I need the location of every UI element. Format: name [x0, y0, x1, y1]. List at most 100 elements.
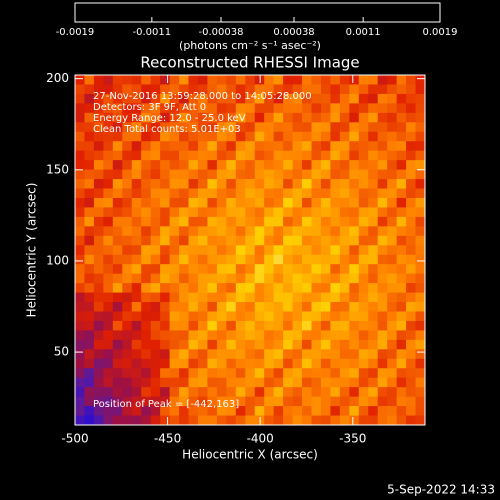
image-pixel	[93, 197, 104, 208]
image-pixel	[349, 292, 360, 303]
image-pixel	[245, 283, 256, 294]
image-pixel	[150, 283, 161, 294]
image-pixel	[387, 75, 398, 85]
image-pixel	[330, 131, 341, 142]
image-pixel	[122, 368, 133, 379]
image-pixel	[216, 122, 227, 133]
image-pixel	[339, 207, 350, 218]
image-pixel	[207, 207, 218, 218]
image-pixel	[84, 415, 95, 426]
image-pixel	[169, 150, 180, 161]
image-pixel	[349, 283, 360, 294]
image-pixel	[254, 264, 265, 275]
image-pixel	[103, 160, 114, 171]
image-pixel	[84, 377, 95, 388]
image-pixel	[283, 311, 294, 322]
image-pixel	[349, 358, 360, 369]
image-pixel	[93, 292, 104, 303]
image-pixel	[235, 292, 246, 303]
image-pixel	[169, 112, 180, 123]
image-pixel	[245, 349, 256, 360]
image-pixel	[169, 273, 180, 284]
image-pixel	[311, 216, 322, 227]
image-pixel	[93, 283, 104, 294]
image-pixel	[264, 207, 275, 218]
image-pixel	[292, 179, 303, 190]
image-pixel	[103, 377, 114, 388]
image-pixel	[103, 150, 114, 161]
image-pixel	[235, 131, 246, 142]
image-pixel	[235, 75, 246, 85]
image-pixel	[84, 216, 95, 227]
image-pixel	[216, 112, 227, 123]
image-pixel	[226, 302, 237, 312]
image-pixel	[406, 292, 417, 303]
image-pixel	[93, 311, 104, 322]
image-pixel	[396, 339, 407, 350]
image-pixel	[264, 415, 275, 426]
image-pixel	[150, 415, 161, 426]
image-pixel	[311, 93, 322, 104]
image-pixel	[141, 226, 152, 237]
image-pixel	[330, 387, 341, 398]
image-pixel	[207, 254, 218, 265]
image-pixel	[179, 358, 190, 369]
image-pixel	[245, 330, 256, 341]
image-pixel	[188, 216, 199, 227]
image-pixel	[245, 245, 256, 256]
image-pixel	[330, 349, 341, 360]
image-pixel	[197, 320, 208, 331]
image-pixel	[396, 122, 407, 133]
image-pixel	[330, 358, 341, 369]
image-pixel	[264, 131, 275, 142]
image-pixel	[197, 264, 208, 275]
image-pixel	[339, 396, 350, 407]
image-pixel	[131, 406, 142, 417]
image-pixel	[75, 406, 85, 417]
image-pixel	[235, 122, 246, 133]
image-pixel	[216, 330, 227, 341]
image-pixel	[103, 75, 114, 85]
image-pixel	[188, 396, 199, 407]
image-pixel	[387, 235, 398, 246]
image-pixel	[216, 292, 227, 303]
image-pixel	[103, 368, 114, 379]
image-pixel	[349, 339, 360, 350]
image-pixel	[302, 339, 312, 350]
image-pixel	[311, 122, 322, 133]
image-pixel	[302, 415, 312, 426]
image-pixel	[141, 264, 152, 275]
image-pixel	[283, 141, 294, 152]
image-pixel	[311, 226, 322, 237]
image-pixel	[75, 207, 85, 218]
image-pixel	[377, 179, 388, 190]
image-pixel	[311, 283, 322, 294]
image-pixel	[358, 415, 369, 426]
image-pixel	[197, 292, 208, 303]
image-pixel	[254, 103, 265, 114]
image-pixel	[358, 84, 369, 95]
image-pixel	[93, 377, 104, 388]
image-pixel	[273, 179, 284, 190]
image-pixel	[273, 103, 284, 114]
image-pixel	[131, 75, 142, 85]
image-pixel	[302, 302, 312, 312]
image-pixel	[368, 141, 379, 152]
image-pixel	[93, 103, 104, 114]
image-pixel	[93, 150, 104, 161]
image-pixel	[377, 254, 388, 265]
image-pixel	[292, 368, 303, 379]
image-pixel	[84, 339, 95, 350]
image-pixel	[254, 84, 265, 95]
image-pixel	[141, 302, 152, 312]
image-pixel	[358, 103, 369, 114]
image-pixel	[396, 302, 407, 312]
image-pixel	[122, 160, 133, 171]
image-pixel	[273, 302, 284, 312]
image-pixel	[311, 415, 322, 426]
image-pixel	[141, 349, 152, 360]
image-pixel	[377, 103, 388, 114]
image-pixel	[207, 415, 218, 426]
image-pixel	[387, 188, 398, 199]
image-pixel	[160, 84, 171, 95]
